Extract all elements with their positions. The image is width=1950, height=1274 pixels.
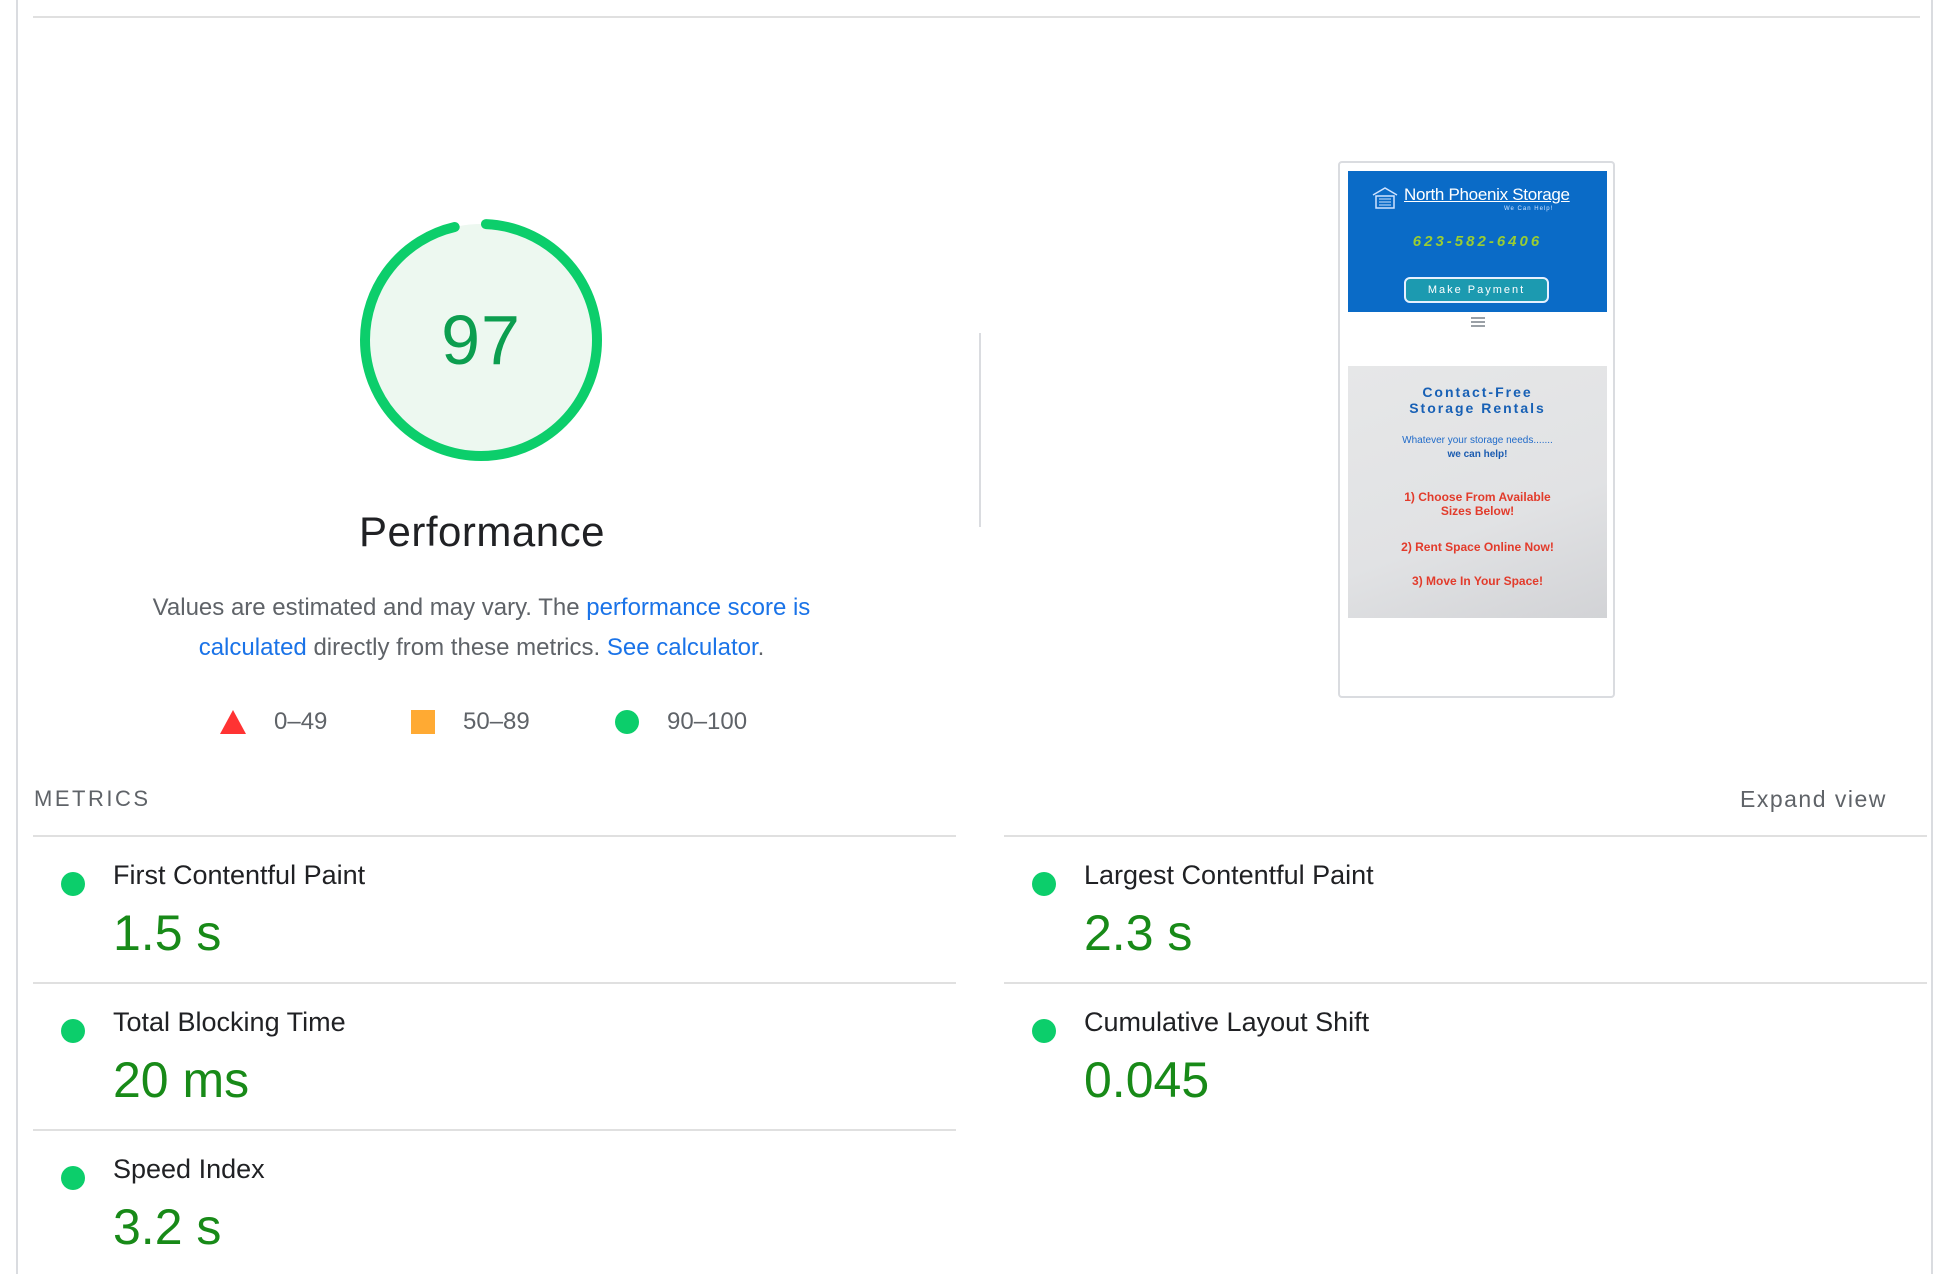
- legend-item-pass: 90–100: [615, 706, 747, 738]
- final-screenshot: North Phoenix Storage We Can Help! 623-5…: [1338, 161, 1615, 698]
- top-divider: [33, 16, 1920, 18]
- expand-view-toggle[interactable]: Expand view: [1740, 786, 1887, 812]
- metrics-divider: [33, 982, 956, 984]
- performance-score: 97: [441, 301, 521, 379]
- site-hero: Contact-Free Storage Rentals Whatever yo…: [1348, 366, 1607, 618]
- legend-range: 50–89: [463, 708, 530, 735]
- legend-range: 0–49: [274, 708, 328, 735]
- site-tagline: We Can Help!: [1504, 206, 1554, 212]
- performance-gauge[interactable]: 97: [358, 217, 604, 463]
- score-description: Values are estimated and may vary. The p…: [115, 588, 848, 668]
- hero-title: Contact-Free Storage Rentals: [1348, 384, 1607, 416]
- metric-name: First Contentful Paint: [113, 860, 366, 890]
- vertical-divider: [979, 333, 981, 527]
- legend-range: 90–100: [667, 708, 748, 735]
- panel-left-border: [16, 0, 18, 1274]
- hero-subtitle-line-1: Whatever your storage needs.......: [1402, 435, 1553, 446]
- description-text-1: Values are estimated and may vary. The: [152, 594, 587, 621]
- metric-value: 1.5 s: [113, 905, 222, 961]
- hero-title-line-2: Storage Rentals: [1409, 400, 1546, 416]
- performance-score-link[interactable]: performance score is calculated: [198, 594, 811, 661]
- metric-value: 20 ms: [113, 1052, 250, 1108]
- gauge-ring: [360, 219, 602, 461]
- metrics-divider: [1004, 835, 1927, 837]
- legend-item-average: 50–89: [411, 706, 530, 738]
- description-text-3: .: [757, 634, 765, 661]
- legend-item-fail: 0–49: [220, 706, 327, 738]
- circle-icon: [615, 710, 639, 734]
- make-payment-button: Make Payment: [1404, 277, 1549, 303]
- pass-circle-icon: [61, 1166, 85, 1190]
- hero-step-2: 2) Rent Space Online Now!: [1401, 540, 1554, 554]
- description-text-2: directly from these metrics.: [306, 634, 607, 661]
- hero-subtitle-line-2: we can help!: [1447, 449, 1508, 460]
- pass-circle-icon: [1032, 1019, 1056, 1043]
- site-phone: 623-582-6406: [1412, 233, 1543, 250]
- pass-circle-icon: [61, 872, 85, 896]
- triangle-icon: [220, 710, 246, 734]
- metric-name: Largest Contentful Paint: [1084, 860, 1374, 890]
- metric-name: Speed Index: [113, 1154, 265, 1184]
- metrics-divider: [1004, 982, 1927, 984]
- metrics-divider: [33, 835, 956, 837]
- metrics-divider: [33, 1129, 956, 1131]
- hero-step-1-line-1: 1) Choose From Available: [1404, 490, 1551, 504]
- square-icon: [411, 710, 435, 734]
- pass-circle-icon: [1032, 872, 1056, 896]
- panel-right-border: [1931, 0, 1933, 1274]
- hero-step-1-line-2: Sizes Below!: [1440, 504, 1515, 518]
- hamburger-menu-icon: [1471, 317, 1485, 327]
- warehouse-icon: [1372, 187, 1398, 209]
- metric-value: 0.045: [1084, 1052, 1210, 1108]
- hero-subtitle: Whatever your storage needs....... we ca…: [1348, 434, 1607, 462]
- metric-name: Total Blocking Time: [113, 1007, 346, 1037]
- metric-value: 3.2 s: [113, 1199, 222, 1255]
- metric-value: 2.3 s: [1084, 905, 1193, 961]
- gauge-title: Performance: [359, 508, 605, 555]
- see-calculator-link[interactable]: See calculator: [606, 634, 758, 661]
- metric-name: Cumulative Layout Shift: [1084, 1007, 1370, 1037]
- metrics-heading: METRICS: [34, 786, 151, 811]
- pass-circle-icon: [61, 1019, 85, 1043]
- hero-title-line-1: Contact-Free: [1422, 384, 1533, 400]
- hero-step-1: 1) Choose From Available Sizes Below!: [1348, 490, 1607, 518]
- site-header: North Phoenix Storage We Can Help! 623-5…: [1348, 171, 1607, 312]
- hero-step-3: 3) Move In Your Space!: [1412, 574, 1543, 588]
- site-brand: North Phoenix Storage: [1404, 185, 1570, 204]
